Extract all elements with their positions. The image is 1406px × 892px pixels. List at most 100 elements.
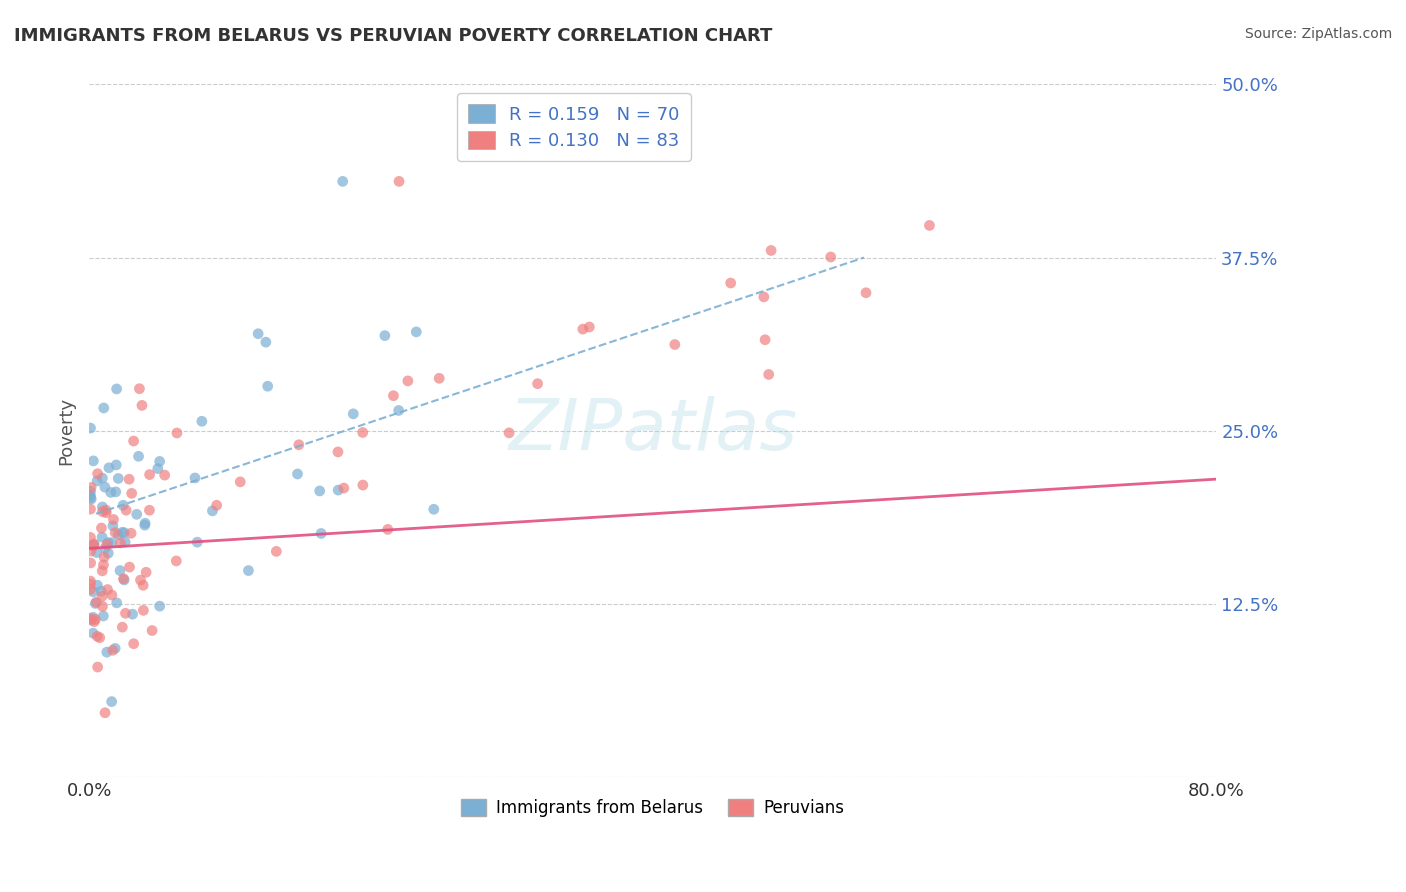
Peruvians [93, 550, 115, 565]
Peruvians [84, 595, 107, 609]
Peruvians [121, 486, 143, 500]
Peruvians [388, 174, 411, 188]
Immigrants from Belarus [105, 596, 128, 610]
Peruvians [91, 599, 114, 614]
Peruvians [572, 322, 595, 336]
Peruvians [352, 478, 374, 492]
Peruvians [141, 624, 163, 638]
Peruvians [83, 537, 105, 551]
Immigrants from Belarus [374, 328, 396, 343]
Immigrants from Belarus [247, 326, 270, 341]
Peruvians [498, 425, 520, 440]
Peruvians [759, 244, 782, 258]
Peruvians [110, 536, 132, 550]
Text: IMMIGRANTS FROM BELARUS VS PERUVIAN POVERTY CORRELATION CHART: IMMIGRANTS FROM BELARUS VS PERUVIAN POVE… [14, 27, 772, 45]
Immigrants from Belarus [93, 609, 115, 624]
Immigrants from Belarus [112, 525, 135, 540]
Peruvians [664, 337, 686, 351]
Peruvians [84, 612, 107, 626]
Immigrants from Belarus [86, 545, 108, 559]
Peruvians [96, 506, 118, 520]
Immigrants from Belarus [184, 471, 207, 485]
Immigrants from Belarus [79, 484, 101, 499]
Immigrants from Belarus [111, 525, 134, 540]
Immigrants from Belarus [104, 484, 127, 499]
Immigrants from Belarus [287, 467, 309, 481]
Peruvians [855, 285, 877, 300]
Peruvians [377, 523, 399, 537]
Immigrants from Belarus [93, 401, 115, 415]
Immigrants from Belarus [83, 537, 105, 551]
Peruvians [752, 290, 775, 304]
Immigrants from Belarus [149, 454, 172, 468]
Immigrants from Belarus [82, 454, 104, 468]
Peruvians [132, 578, 155, 592]
Peruvians [86, 629, 108, 643]
Peruvians [79, 577, 101, 591]
Peruvians [165, 554, 187, 568]
Peruvians [229, 475, 252, 489]
Peruvians [86, 467, 108, 481]
Peruvians [382, 389, 405, 403]
Immigrants from Belarus [97, 546, 120, 560]
Immigrants from Belarus [107, 528, 129, 542]
Immigrants from Belarus [149, 599, 172, 614]
Peruvians [396, 374, 419, 388]
Peruvians [79, 612, 101, 626]
Immigrants from Belarus [86, 578, 108, 592]
Immigrants from Belarus [91, 500, 114, 514]
Immigrants from Belarus [134, 516, 156, 531]
Peruvians [138, 467, 160, 482]
Peruvians [720, 276, 742, 290]
Peruvians [132, 603, 155, 617]
Peruvians [104, 525, 127, 540]
Peruvians [80, 544, 103, 558]
Immigrants from Belarus [114, 535, 136, 549]
Peruvians [526, 376, 548, 391]
Peruvians [89, 631, 111, 645]
Immigrants from Belarus [94, 480, 117, 494]
Immigrants from Belarus [105, 458, 128, 472]
Peruvians [111, 620, 134, 634]
Immigrants from Belarus [94, 541, 117, 556]
Immigrants from Belarus [112, 573, 135, 587]
Immigrants from Belarus [79, 491, 101, 505]
Immigrants from Belarus [79, 421, 101, 435]
Peruvians [79, 531, 101, 545]
Peruvians [112, 572, 135, 586]
Immigrants from Belarus [146, 461, 169, 475]
Immigrants from Belarus [388, 403, 411, 417]
Peruvians [94, 503, 117, 517]
Peruvians [205, 498, 228, 512]
Peruvians [101, 643, 124, 657]
Peruvians [131, 398, 153, 412]
Peruvians [80, 480, 103, 494]
Immigrants from Belarus [97, 460, 120, 475]
Immigrants from Belarus [254, 335, 277, 350]
Peruvians [153, 468, 176, 483]
Immigrants from Belarus [405, 325, 427, 339]
Immigrants from Belarus [79, 488, 101, 502]
Immigrants from Belarus [309, 526, 332, 541]
Immigrants from Belarus [238, 564, 260, 578]
Text: ZIPatlas: ZIPatlas [508, 396, 797, 465]
Immigrants from Belarus [97, 535, 120, 549]
Immigrants from Belarus [91, 530, 114, 544]
Immigrants from Belarus [105, 382, 128, 396]
Peruvians [918, 219, 941, 233]
Peruvians [820, 250, 842, 264]
Immigrants from Belarus [91, 471, 114, 485]
Immigrants from Belarus [186, 535, 208, 549]
Peruvians [128, 382, 150, 396]
Immigrants from Belarus [82, 610, 104, 624]
Peruvians [578, 320, 600, 334]
Immigrants from Belarus [82, 584, 104, 599]
Peruvians [333, 481, 356, 495]
Peruvians [96, 582, 118, 597]
Peruvians [101, 588, 124, 602]
Immigrants from Belarus [112, 498, 135, 512]
Immigrants from Belarus [107, 471, 129, 485]
Peruvians [129, 573, 152, 587]
Peruvians [83, 615, 105, 629]
Immigrants from Belarus [121, 607, 143, 622]
